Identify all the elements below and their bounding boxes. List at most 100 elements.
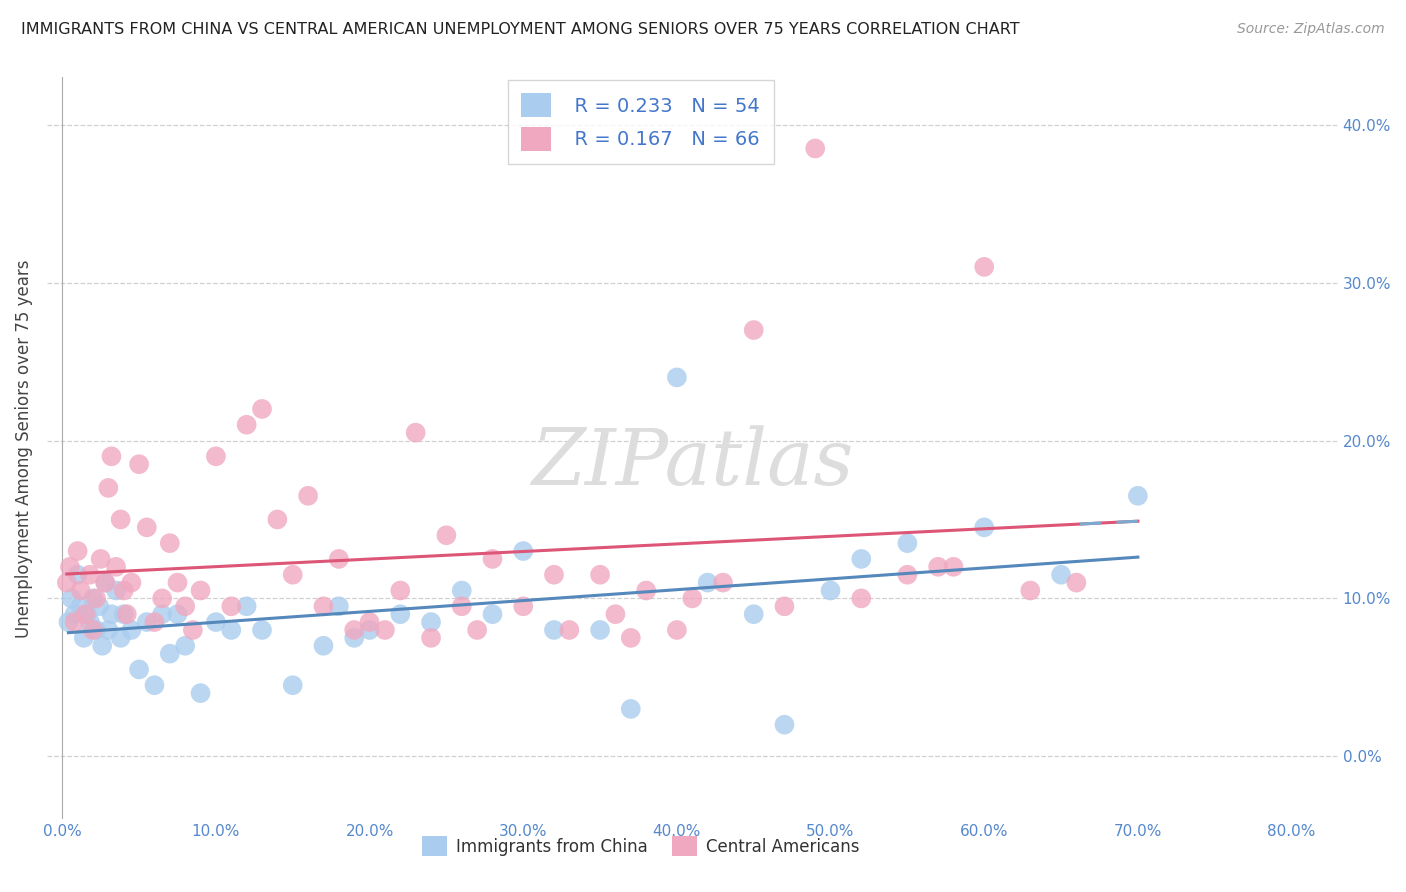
Point: [60, 591, 83, 606]
Point: [94, 575, 117, 590]
Point: [190, 686, 212, 700]
Text: IMMIGRANTS FROM CHINA VS CENTRAL AMERICAN UNEMPLOYMENT AMONG SENIORS OVER 75 YEA: IMMIGRANTS FROM CHINA VS CENTRAL AMERICA…: [21, 22, 1019, 37]
Point: [681, 591, 703, 606]
Point: [450, 583, 472, 598]
Point: [250, 623, 273, 637]
Point: [79, 567, 101, 582]
Point: [84, 591, 107, 606]
Point: [558, 623, 581, 637]
Point: [59, 559, 82, 574]
Point: [143, 678, 166, 692]
Point: [851, 552, 873, 566]
Point: [512, 544, 534, 558]
Point: [820, 583, 842, 598]
Point: [711, 575, 734, 590]
Point: [804, 141, 827, 155]
Point: [281, 678, 304, 692]
Point: [120, 623, 142, 637]
Point: [58, 615, 80, 629]
Point: [105, 583, 128, 598]
Point: [135, 520, 157, 534]
Point: [150, 607, 173, 622]
Point: [112, 583, 135, 598]
Point: [91, 639, 114, 653]
Point: [620, 631, 643, 645]
Point: [150, 591, 173, 606]
Point: [100, 607, 122, 622]
Point: [115, 607, 138, 622]
Y-axis label: Unemployment Among Seniors over 75 years: Unemployment Among Seniors over 75 years: [15, 260, 32, 638]
Point: [851, 591, 873, 606]
Point: [143, 615, 166, 629]
Point: [297, 489, 319, 503]
Point: [543, 567, 565, 582]
Point: [942, 559, 965, 574]
Point: [343, 631, 366, 645]
Point: [420, 631, 443, 645]
Point: [63, 615, 86, 629]
Point: [205, 615, 228, 629]
Point: [66, 567, 89, 582]
Point: [69, 599, 91, 614]
Point: [100, 450, 122, 464]
Point: [190, 583, 212, 598]
Point: [773, 717, 796, 731]
Point: [328, 599, 350, 614]
Point: [112, 607, 135, 622]
Point: [128, 662, 150, 676]
Point: [465, 623, 488, 637]
Point: [219, 599, 242, 614]
Point: [481, 607, 503, 622]
Point: [512, 599, 534, 614]
Point: [174, 599, 197, 614]
Point: [389, 607, 412, 622]
Point: [219, 623, 242, 637]
Point: [120, 575, 142, 590]
Point: [328, 552, 350, 566]
Point: [636, 583, 658, 598]
Point: [374, 623, 396, 637]
Point: [97, 623, 120, 637]
Point: [75, 607, 97, 622]
Point: [896, 567, 918, 582]
Point: [110, 512, 132, 526]
Point: [1066, 575, 1088, 590]
Point: [620, 702, 643, 716]
Point: [312, 639, 335, 653]
Point: [281, 567, 304, 582]
Point: [742, 607, 765, 622]
Point: [63, 607, 86, 622]
Point: [973, 260, 995, 274]
Point: [420, 615, 443, 629]
Point: [589, 567, 612, 582]
Point: [82, 623, 104, 637]
Point: [343, 623, 366, 637]
Point: [605, 607, 627, 622]
Point: [696, 575, 718, 590]
Point: [405, 425, 427, 440]
Point: [181, 623, 204, 637]
Point: [135, 615, 157, 629]
Point: [69, 583, 91, 598]
Text: ZIPatlas: ZIPatlas: [531, 425, 853, 501]
Point: [436, 528, 458, 542]
Point: [166, 607, 188, 622]
Point: [1019, 583, 1042, 598]
Point: [312, 599, 335, 614]
Point: [359, 615, 381, 629]
Point: [450, 599, 472, 614]
Point: [543, 623, 565, 637]
Point: [159, 647, 181, 661]
Point: [159, 536, 181, 550]
Point: [589, 623, 612, 637]
Point: [89, 599, 111, 614]
Point: [73, 631, 96, 645]
Point: [266, 512, 288, 526]
Point: [97, 481, 120, 495]
Point: [773, 599, 796, 614]
Point: [1126, 489, 1149, 503]
Point: [665, 623, 688, 637]
Point: [79, 615, 101, 629]
Point: [1050, 567, 1073, 582]
Point: [128, 457, 150, 471]
